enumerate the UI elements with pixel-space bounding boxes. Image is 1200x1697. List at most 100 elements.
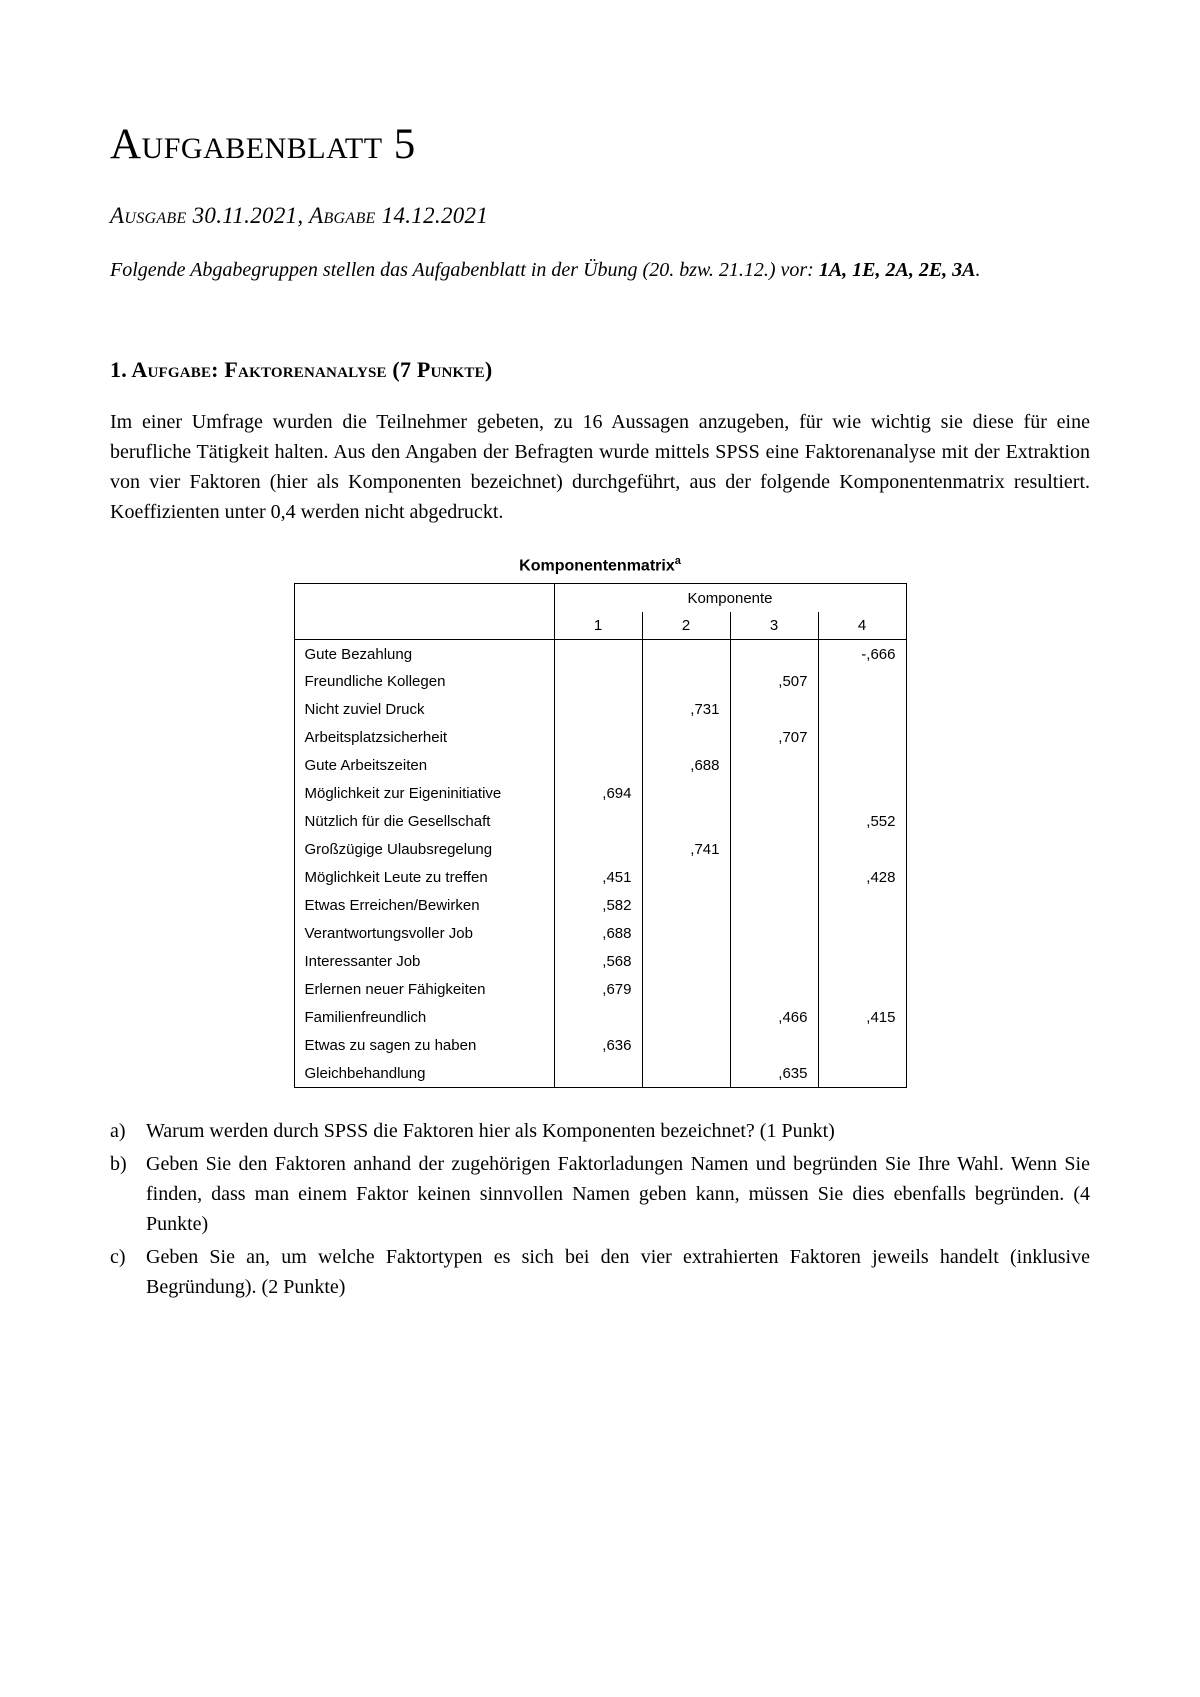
table-cell: ,679 (554, 976, 642, 1004)
table-row: Gleichbehandlung,635 (294, 1060, 906, 1088)
table-cell (642, 976, 730, 1004)
question-text: Geben Sie den Faktoren anhand der zugehö… (146, 1149, 1090, 1239)
table-cell (730, 808, 818, 836)
table-cell (730, 976, 818, 1004)
question-marker: b) (110, 1149, 146, 1239)
table-cell (554, 808, 642, 836)
table-cell (642, 668, 730, 696)
table-cell (730, 948, 818, 976)
table-cell: ,415 (818, 1004, 906, 1032)
table-cell (818, 780, 906, 808)
table-cell (642, 864, 730, 892)
table-cell (642, 948, 730, 976)
table-cell: ,552 (818, 808, 906, 836)
table-row-label: Freundliche Kollegen (294, 668, 554, 696)
table-row-label: Gute Bezahlung (294, 640, 554, 668)
table-cell (554, 1004, 642, 1032)
table-cell (642, 808, 730, 836)
table-cell: ,507 (730, 668, 818, 696)
table-row-label: Erlernen neuer Fähigkeiten (294, 976, 554, 1004)
table-cell (554, 1060, 642, 1088)
table-header: Komponente 1 2 3 4 (294, 584, 906, 640)
question-text: Geben Sie an, um welche Faktortypen es s… (146, 1242, 1090, 1302)
table-row-label: Etwas Erreichen/Bewirken (294, 892, 554, 920)
table-cell: ,582 (554, 892, 642, 920)
table-cell: ,688 (642, 752, 730, 780)
table-row: Verantwortungsvoller Job,688 (294, 920, 906, 948)
table-row: Freundliche Kollegen ,507 (294, 668, 906, 696)
table-row-label: Gute Arbeitszeiten (294, 752, 554, 780)
table-cell: -,666 (818, 640, 906, 668)
table-cell: ,741 (642, 836, 730, 864)
question-marker: a) (110, 1116, 146, 1146)
table-cell (642, 724, 730, 752)
table-cell (730, 752, 818, 780)
section-body: Im einer Umfrage wurden die Teilnehmer g… (110, 407, 1090, 527)
table-col-header: 4 (818, 612, 906, 640)
table-title: Komponentenmatrixa (110, 555, 1090, 575)
table-cell (642, 920, 730, 948)
table-group-header: Komponente (554, 584, 906, 612)
table-cell (642, 1004, 730, 1032)
table-row-label: Möglichkeit Leute zu treffen (294, 864, 554, 892)
table-col-header: 3 (730, 612, 818, 640)
table-row: Etwas Erreichen/Bewirken,582 (294, 892, 906, 920)
table-col-header: 2 (642, 612, 730, 640)
table-cell (730, 920, 818, 948)
table-cell (554, 752, 642, 780)
table-row: Interessanter Job,568 (294, 948, 906, 976)
table-corner (294, 584, 554, 612)
table-cell: ,466 (730, 1004, 818, 1032)
table-cell (642, 892, 730, 920)
table-row: Gute Bezahlung -,666 (294, 640, 906, 668)
table-cell (730, 836, 818, 864)
table-cell: ,428 (818, 864, 906, 892)
page-title: Aufgabenblatt 5 (110, 120, 1090, 169)
table-row: Möglichkeit Leute zu treffen,451 ,428 (294, 864, 906, 892)
table-cell: ,636 (554, 1032, 642, 1060)
table-cell (730, 1032, 818, 1060)
table-cell (554, 696, 642, 724)
table-row: Gute Arbeitszeiten ,688 (294, 752, 906, 780)
table-row: Arbeitsplatzsicherheit ,707 (294, 724, 906, 752)
table-col-header: 1 (554, 612, 642, 640)
table-cell (554, 668, 642, 696)
table-cell (642, 1032, 730, 1060)
table-row: Erlernen neuer Fähigkeiten,679 (294, 976, 906, 1004)
table-row-label: Arbeitsplatzsicherheit (294, 724, 554, 752)
table-cell (554, 640, 642, 668)
question-item: b)Geben Sie den Faktoren anhand der zuge… (110, 1149, 1090, 1239)
question-item: c)Geben Sie an, um welche Faktortypen es… (110, 1242, 1090, 1302)
table-cell (818, 892, 906, 920)
table-cell (642, 640, 730, 668)
component-matrix-table: Komponente 1 2 3 4 Gute Bezahlung-,666Fr… (294, 583, 907, 1088)
table-row: Familienfreundlich,466,415 (294, 1004, 906, 1032)
table-row-label: Verantwortungsvoller Job (294, 920, 554, 948)
table-title-text: Komponentenmatrix (519, 557, 675, 574)
table-cell (642, 1060, 730, 1088)
table-cell (818, 696, 906, 724)
table-row-label: Großzügige Ulaubsregelung (294, 836, 554, 864)
table-cell (818, 920, 906, 948)
question-text: Warum werden durch SPSS die Faktoren hie… (146, 1116, 1090, 1146)
question-marker: c) (110, 1242, 146, 1302)
table-row-label: Etwas zu sagen zu haben (294, 1032, 554, 1060)
intro-text: Folgende Abgabegruppen stellen das Aufga… (110, 259, 819, 281)
table-cell (730, 696, 818, 724)
table-cell: ,688 (554, 920, 642, 948)
intro-period: . (976, 259, 981, 281)
table-row-label: Interessanter Job (294, 948, 554, 976)
table-cell: ,707 (730, 724, 818, 752)
table-cell: ,451 (554, 864, 642, 892)
table-row-label: Nicht zuviel Druck (294, 696, 554, 724)
table-cell (818, 668, 906, 696)
table-row: Nicht zuviel Druck,731 (294, 696, 906, 724)
table-cell (642, 780, 730, 808)
table-cell (730, 864, 818, 892)
table-cell (818, 1060, 906, 1088)
table-cell (818, 724, 906, 752)
table-cell: ,635 (730, 1060, 818, 1088)
intro-paragraph: Folgende Abgabegruppen stellen das Aufga… (110, 255, 1090, 285)
table-row: Etwas zu sagen zu haben,636 (294, 1032, 906, 1060)
table-row: Nützlich für die Gesellschaft,552 (294, 808, 906, 836)
